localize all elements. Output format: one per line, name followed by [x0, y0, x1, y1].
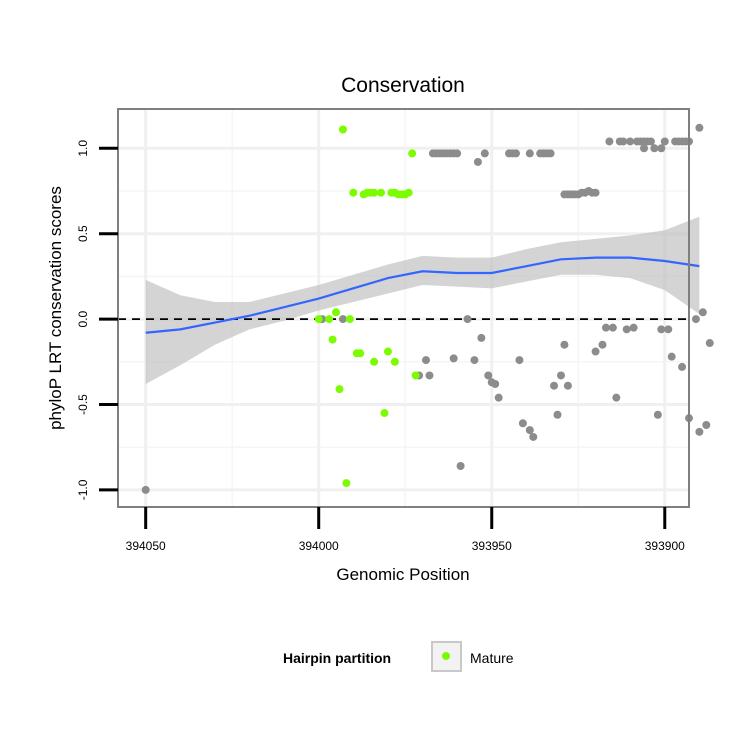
data-point-other: [449, 354, 458, 363]
data-point-other: [601, 323, 610, 332]
y-axis-ticks: -1.0 -0.5 0.0 0.5 1.0: [76, 140, 118, 500]
data-point-other: [477, 333, 486, 342]
data-point-other: [622, 325, 631, 334]
x-tick-label: 393950: [472, 539, 512, 553]
chart-title: Conservation: [341, 74, 465, 97]
data-point-mature: [345, 315, 354, 324]
legend-label-mature: Mature: [470, 650, 514, 666]
y-tick-label: 1.0: [76, 140, 90, 157]
data-point-mature: [408, 149, 417, 158]
data-point-other: [553, 410, 562, 419]
x-tick-label: 393900: [645, 539, 685, 553]
y-tick-label: 0.0: [76, 310, 90, 327]
data-point-mature: [383, 347, 392, 356]
data-point-other: [591, 188, 600, 197]
data-point-other: [653, 410, 662, 419]
data-point-mature: [342, 479, 351, 488]
data-point-mature: [390, 357, 399, 366]
data-point-other: [550, 381, 559, 390]
data-point-other: [529, 432, 538, 441]
data-point-other: [338, 315, 347, 324]
data-point-other: [691, 315, 700, 324]
data-point-other: [563, 381, 572, 390]
data-point-other: [612, 393, 621, 402]
y-tick-label: -0.5: [76, 394, 90, 415]
data-point-other: [473, 157, 482, 166]
data-point-mature: [380, 409, 389, 418]
data-point-other: [664, 325, 673, 334]
data-point-mature: [335, 385, 344, 394]
data-point-other: [660, 137, 669, 146]
legend: Hairpin partition Mature: [283, 641, 514, 672]
data-point-mature: [325, 315, 334, 324]
data-point-other: [463, 315, 472, 324]
data-point-other: [591, 347, 600, 356]
data-point-other: [695, 427, 704, 436]
data-point-other: [698, 308, 707, 317]
y-axis-label: phyloP LRT conservation scores: [46, 186, 65, 430]
data-point-other: [678, 362, 687, 371]
smooth-trend-line: [145, 256, 700, 334]
data-point-mature: [328, 335, 337, 344]
data-point-other: [494, 393, 503, 402]
data-point-mature: [349, 188, 358, 197]
data-point-other: [605, 137, 614, 146]
data-point-other: [141, 485, 150, 494]
data-point-other: [546, 149, 555, 158]
data-point-other: [456, 462, 465, 471]
x-tick-label: 394000: [299, 539, 339, 553]
legend-title: Hairpin partition: [283, 650, 391, 666]
data-point-other: [480, 149, 489, 158]
data-point-other: [491, 380, 500, 389]
data-point-other: [646, 137, 655, 146]
data-point-other: [657, 144, 666, 153]
data-point-mature: [411, 371, 420, 380]
legend-key-mature-dot: [442, 652, 450, 660]
data-point-mature: [338, 125, 347, 134]
data-point-mature: [370, 188, 379, 197]
data-point-mature: [332, 308, 341, 317]
data-points: [141, 123, 714, 494]
data-point-mature: [370, 357, 379, 366]
data-point-other: [598, 340, 607, 349]
plot-panel-border: [117, 108, 690, 508]
data-point-other: [629, 323, 638, 332]
data-point-mature: [356, 349, 365, 358]
data-point-mature: [404, 188, 413, 197]
data-point-other: [470, 356, 479, 365]
y-tick-label: 0.5: [76, 225, 90, 242]
loess-trend-line: [145, 256, 700, 334]
data-point-other: [453, 149, 462, 158]
data-point-other: [619, 137, 628, 146]
data-point-other: [511, 149, 520, 158]
data-point-other: [626, 137, 635, 146]
data-point-mature: [377, 188, 386, 197]
legend-key-box: [431, 641, 462, 672]
x-axis-label: Genomic Position: [336, 565, 469, 584]
data-point-other: [650, 144, 659, 153]
data-point-other: [640, 144, 649, 153]
data-point-other: [657, 325, 666, 334]
data-point-other: [515, 356, 524, 365]
data-point-other: [425, 371, 434, 380]
x-tick-label: 394050: [126, 539, 166, 553]
y-tick-label: -1.0: [76, 479, 90, 500]
data-point-other: [518, 419, 527, 428]
data-point-other: [695, 123, 704, 132]
data-point-other: [525, 426, 534, 435]
data-point-mature: [314, 315, 323, 324]
data-point-other: [484, 371, 493, 380]
data-point-other: [705, 339, 714, 348]
data-point-other: [525, 149, 534, 158]
data-point-other: [556, 371, 565, 380]
x-axis-ticks: 394050 394000 393950 393900: [126, 507, 685, 553]
data-point-other: [667, 352, 676, 361]
data-point-other: [702, 421, 711, 430]
data-point-other: [560, 340, 569, 349]
data-point-other: [421, 356, 430, 365]
data-point-other: [608, 323, 617, 332]
